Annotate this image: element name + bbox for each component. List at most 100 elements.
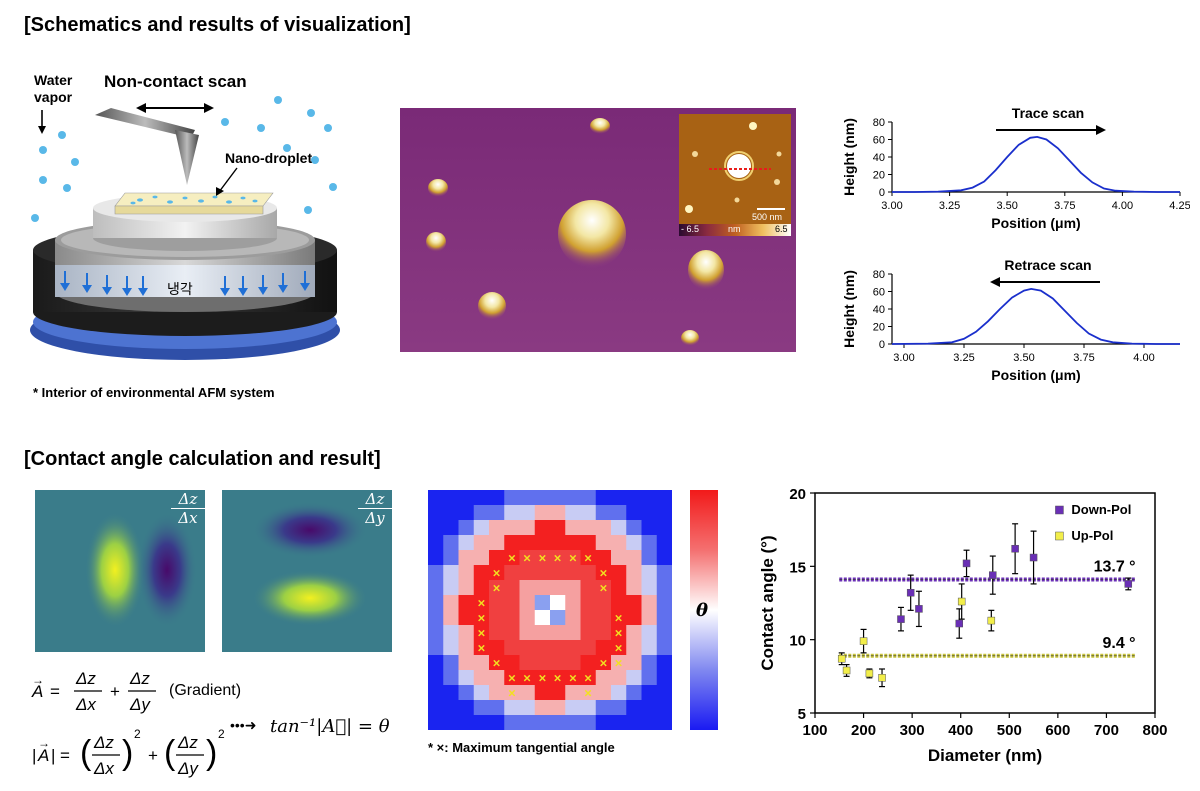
map-pixel [626,520,642,536]
legend-label: Up-Pol [1071,528,1113,543]
map-pixel [550,520,566,536]
map-pixel [550,670,566,686]
map-pixel [565,655,581,671]
map-pixel [550,595,566,611]
map-pixel [550,685,566,701]
map-pixel [473,715,490,731]
map-pixel [519,550,536,566]
colorbar-min: - 6.5 [681,224,700,234]
svg-text:|: | [51,746,55,765]
colorbar-max: 6.5 [775,224,788,234]
gradient-equations: A → = Δz Δx + Δz Δy | A → | = ( Δz Δx ) 2 + ( … [30,664,420,786]
map-pixel [656,655,673,671]
map-pixel [489,640,505,656]
map-pixel [580,700,597,716]
map-pixel [595,610,612,626]
map-pixel [595,580,612,596]
map-pixel [428,625,444,641]
map-pixel [656,610,673,626]
map-pixel [641,535,658,551]
legend-swatch [1055,505,1064,515]
map-pixel [458,535,475,551]
map-pixel [565,565,581,581]
map-pixel [565,625,581,641]
cooling-band [55,265,315,297]
map-pixel [489,670,505,686]
map-pixel [443,625,459,641]
x-tick-label: 600 [1045,722,1070,739]
map-pixel [428,640,444,656]
y-tick-label: 20 [873,322,885,334]
max-angle-marker: × [584,551,592,566]
map-pixel [550,715,566,731]
map-pixel [611,505,627,521]
map-pixel [428,595,444,611]
map-pixel [489,625,505,641]
map-pixel [595,700,612,716]
theta-label: θ [696,600,709,621]
map-pixel [428,490,444,506]
map-pixel [626,700,642,716]
map-pixel [443,595,459,611]
map-pixel [580,550,597,566]
svg-text:=: = [50,682,60,701]
map-pixel [550,490,566,506]
map-pixel [611,520,627,536]
map-pixel [626,550,642,566]
map-pixel [519,580,536,596]
section-title-contact-angle: [Contact angle calculation and result] [24,448,381,470]
map-pixel [565,535,581,551]
map-pixel [489,520,505,536]
map-pixel [595,625,612,641]
map-pixel [504,610,520,626]
map-pixel [565,685,581,701]
data-point [837,654,846,663]
map-pixel [641,670,658,686]
max-angle-marker: × [523,671,531,686]
map-pixel [458,610,475,626]
map-pixel [534,700,551,716]
map-pixel [489,685,505,701]
map-pixel [580,685,597,701]
average-label: 9.4 ° [1102,635,1135,652]
map-pixel [428,610,444,626]
map-pixel [504,550,520,566]
max-angle-marker: × [493,566,501,581]
map-pixel [519,595,536,611]
map-pixel [519,655,536,671]
map-pixel [458,505,475,521]
map-pixel [473,565,490,581]
max-angle-marker: × [615,626,623,641]
map-pixel [534,640,551,656]
plot-frame [814,492,1156,714]
svg-text:Δx: Δx [93,759,114,778]
data-point [842,666,851,675]
map-pixel [458,490,475,506]
max-angle-marker: × [493,581,501,596]
map-pixel [519,490,536,506]
map-pixel [473,580,490,596]
x-tick-label: 300 [900,722,925,739]
scan-title: Retrace scan [1004,257,1091,273]
map-pixel [656,625,673,641]
max-angle-marker: × [615,611,623,626]
map-pixel [656,715,673,731]
map-pixel [595,655,612,671]
map-pixel [611,595,627,611]
max-angle-marker: × [615,641,623,656]
max-angle-marker: × [554,671,562,686]
map-pixel [611,490,627,506]
max-angle-marker: × [615,656,623,671]
map-pixel [550,640,566,656]
scan-title: Trace scan [1012,105,1084,121]
y-tick-label: 5 [798,706,806,723]
svg-text:•••➜: •••➜ [230,717,256,733]
map-pixel [611,670,627,686]
svg-text:Δy: Δy [129,695,151,714]
y-tick-label: 40 [873,152,885,164]
x-tick-label: 4.00 [1112,200,1133,212]
max-angle-marker: × [539,551,547,566]
map-pixel [443,640,459,656]
map-pixel [565,490,581,506]
map-pixel [550,625,566,641]
